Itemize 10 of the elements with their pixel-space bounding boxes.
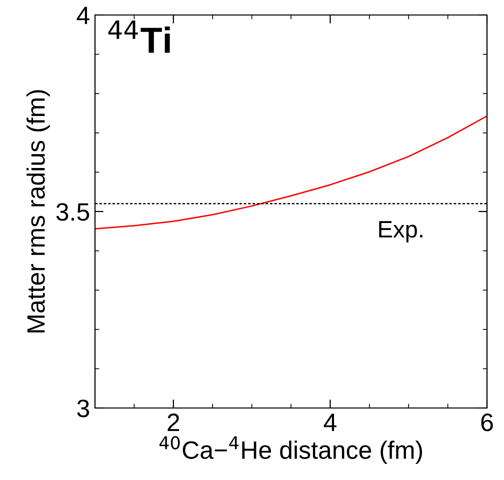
x-tick-label: 2 bbox=[168, 414, 180, 431]
x-tick-label: 4 bbox=[324, 414, 336, 431]
chart-title: $^{44}$Ti bbox=[108, 20, 170, 53]
y-tick-label: 3 bbox=[77, 400, 90, 418]
y-tick-label: 3.5 bbox=[56, 203, 90, 221]
y-tick-label: 4 bbox=[76, 6, 90, 24]
x-tick-label: 6 bbox=[481, 414, 493, 432]
ref-line-label: Exp. bbox=[379, 221, 422, 242]
y-axis-title: Matter rms radius (fm) bbox=[26, 90, 50, 332]
x-axis-title: $^{40}$Ca−$^{4}$He distance (fm) bbox=[159, 436, 422, 464]
